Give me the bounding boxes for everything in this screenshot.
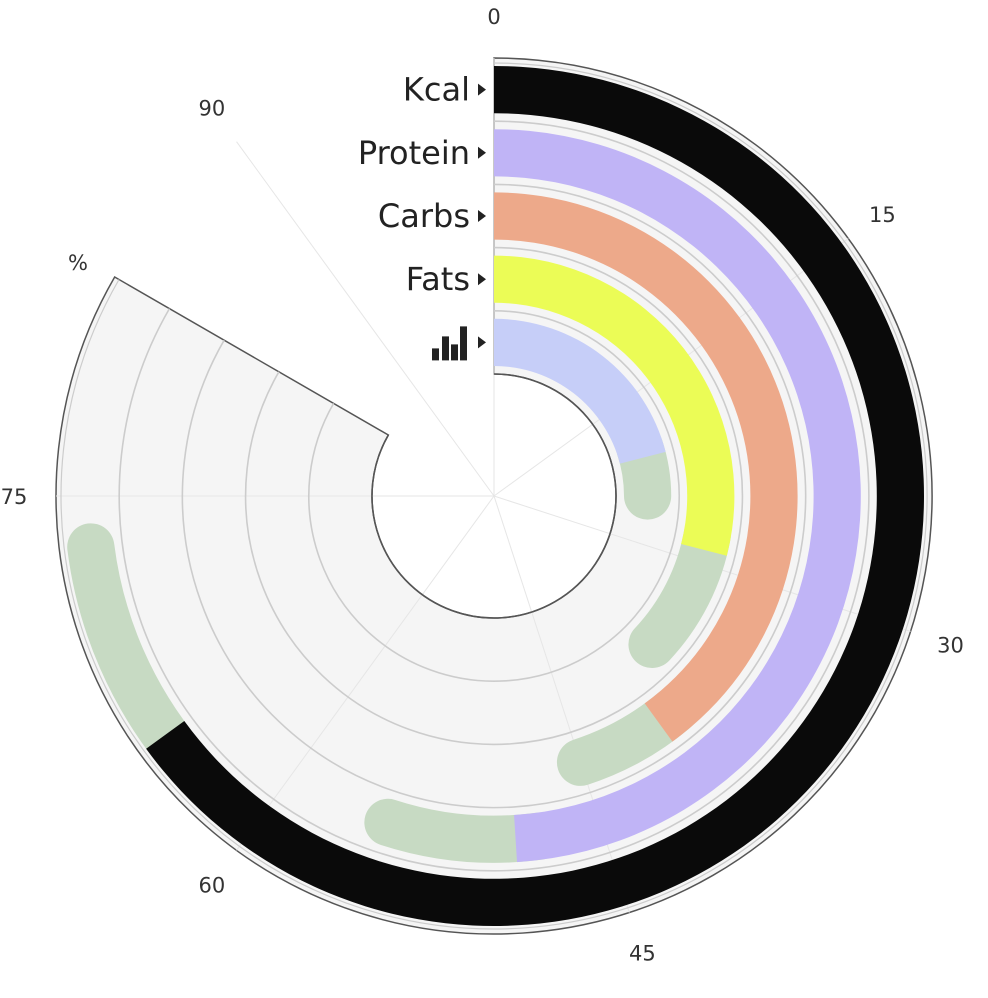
series-label: Protein (358, 134, 470, 172)
label-layer: % Kcal Protein Carbs Fats 0 15 30 45 60 75 90 (1, 5, 964, 966)
series-label: Kcal (403, 71, 470, 109)
grid-layer (56, 58, 928, 930)
unit-label: % (68, 251, 88, 275)
label-pointer-icon (478, 273, 486, 286)
series-label: Fats (406, 260, 470, 298)
series-label: Carbs (378, 197, 470, 235)
label-pointer-icon (478, 336, 486, 349)
bar-protein (494, 129, 861, 863)
bar-carbs (494, 192, 798, 742)
icon-bar (460, 326, 467, 361)
bar-chart-icon (432, 326, 467, 361)
label-pointer-icon (478, 210, 486, 222)
bar-series (494, 318, 666, 464)
ring-separator (308, 310, 680, 682)
outer-ring (60, 62, 928, 930)
inner-outline (371, 373, 617, 619)
icon-bar (432, 348, 439, 361)
bar-fats (494, 255, 735, 556)
bar-layer (146, 66, 925, 926)
tick-label: 75 (1, 485, 28, 509)
tick-label: 90 (198, 97, 225, 121)
tick-label: 30 (937, 633, 964, 657)
ring-separator (181, 183, 807, 809)
grid-spoke (236, 495, 495, 851)
icon-bar (442, 336, 449, 361)
ring-separator (118, 120, 870, 872)
label-pointer-icon (478, 146, 486, 159)
tick-label: 0 (487, 5, 500, 29)
icon-bar (451, 344, 458, 361)
ring-separator (244, 246, 744, 746)
label-pointer-icon (478, 83, 486, 96)
tick-label: 45 (629, 942, 656, 966)
tick-label: 15 (869, 203, 896, 227)
tick-label: 60 (198, 873, 225, 897)
grid-spoke (236, 141, 495, 497)
